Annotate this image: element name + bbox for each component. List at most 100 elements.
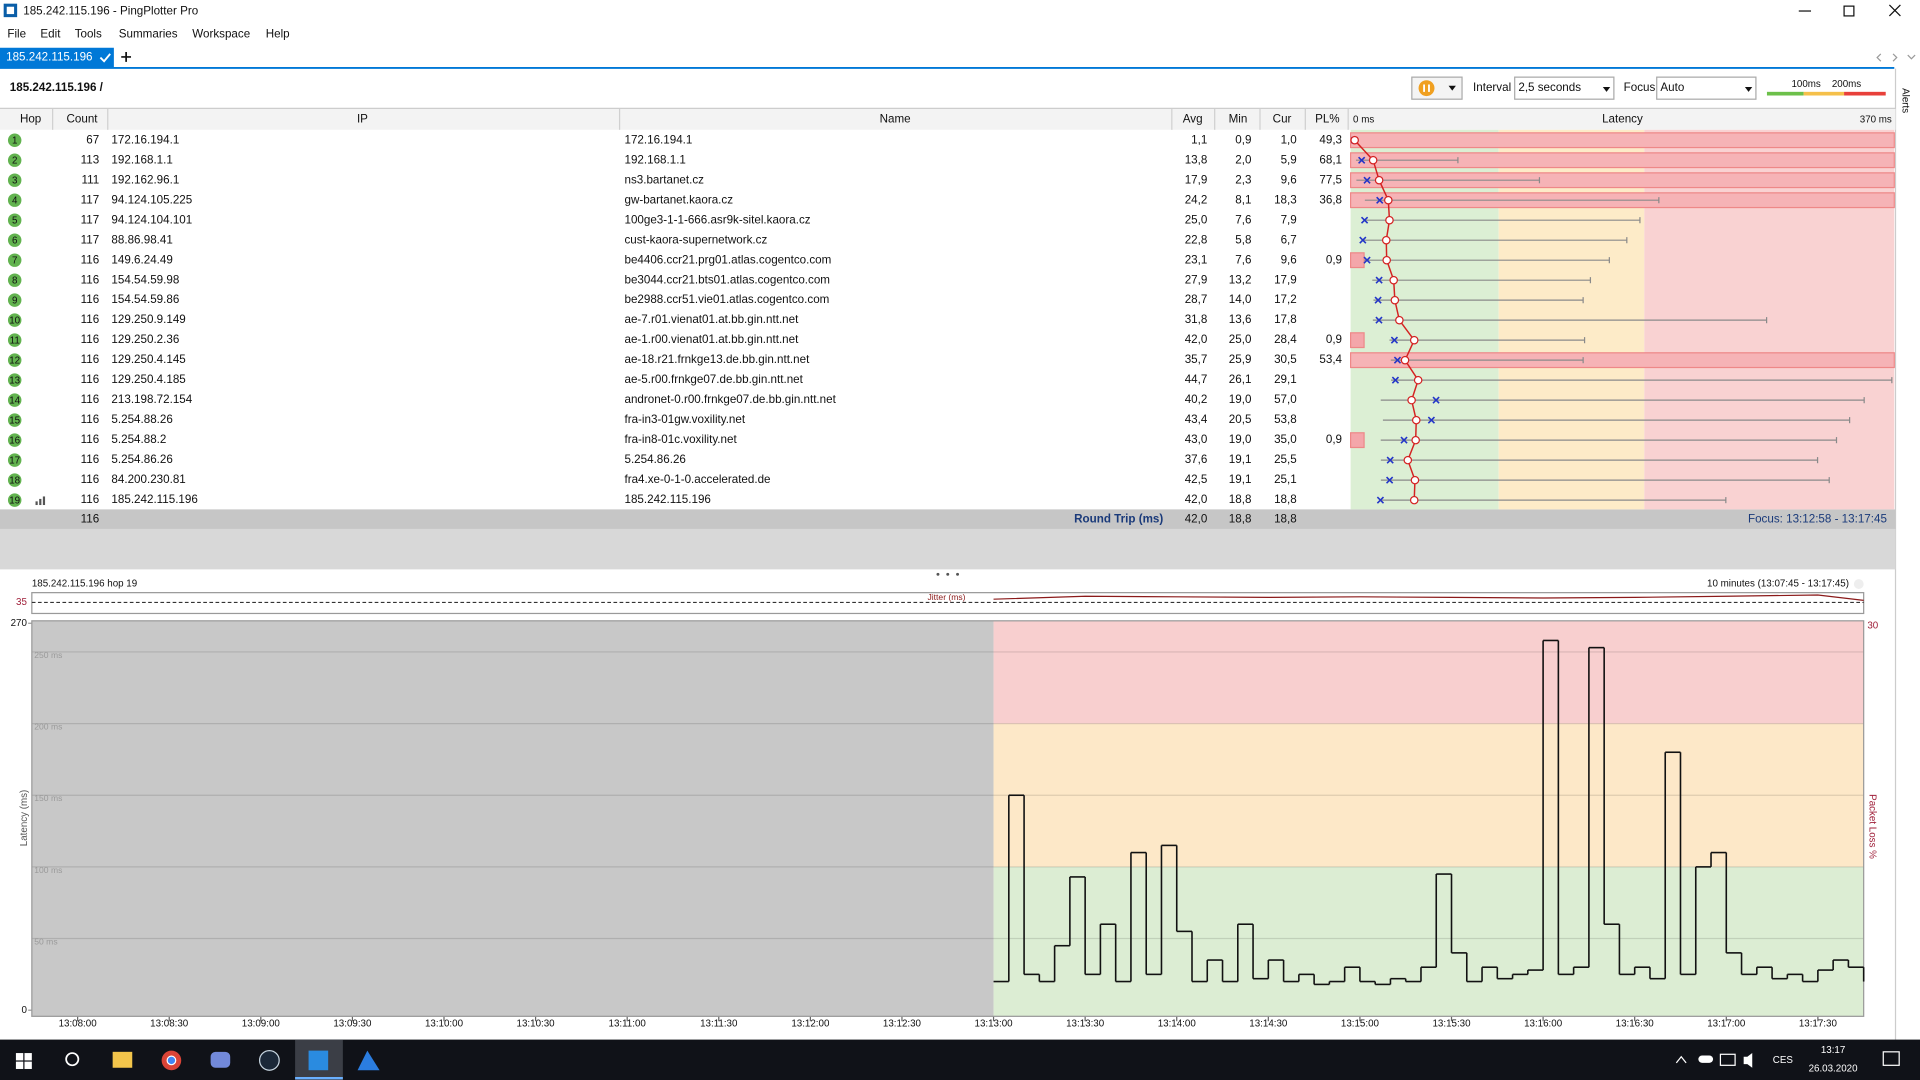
focus-value[interactable]: Auto <box>1660 81 1684 94</box>
cur: 53,8 <box>1274 413 1297 426</box>
explorer-icon[interactable] <box>112 1051 133 1068</box>
hop-status <box>7 133 22 147</box>
focus-select[interactable] <box>1656 76 1757 100</box>
x-tick-label: 13:14:30 <box>1249 1018 1288 1029</box>
column-header[interactable]: Count <box>67 112 99 125</box>
avg: 44,7 <box>1185 373 1208 386</box>
search-button[interactable] <box>65 1052 80 1067</box>
column-header[interactable]: Cur <box>1273 112 1292 125</box>
tab-nav[interactable] <box>1876 53 1916 62</box>
x-tick-label: 13:09:00 <box>242 1018 281 1029</box>
interval-select[interactable] <box>1514 76 1615 100</box>
column-header[interactable]: PL% <box>1315 112 1340 125</box>
packet-loss-bar <box>1350 432 1365 449</box>
count: 117 <box>81 233 100 246</box>
hop-number: 4 <box>12 195 18 206</box>
hop-number: 12 <box>9 355 20 366</box>
y2-tick-label: 30 <box>1867 620 1878 631</box>
hostname: 192.168.1.1 <box>624 153 685 166</box>
network-icon[interactable] <box>1719 1053 1736 1066</box>
hostname: cust-kaora-supernetwork.cz <box>624 233 767 246</box>
hop-number: 17 <box>9 455 20 466</box>
tab-label[interactable]: 185.242.115.196 <box>6 51 92 64</box>
packet-loss: 53,4 <box>1319 353 1342 366</box>
menu-item[interactable]: Tools <box>75 27 102 40</box>
splitter-dot[interactable] <box>956 572 960 576</box>
cur: 28,4 <box>1274 333 1297 346</box>
current-marker <box>1385 476 1394 484</box>
count: 116 <box>81 393 100 406</box>
column-header[interactable]: Name <box>880 112 911 125</box>
ip: 94.124.104.101 <box>111 213 192 226</box>
discord-icon[interactable] <box>210 1051 231 1068</box>
hop-number: 6 <box>12 235 18 246</box>
language[interactable]: CES <box>1773 1055 1794 1066</box>
x-tick-label: 13:14:00 <box>1158 1018 1197 1029</box>
packet-loss: 0,9 <box>1326 253 1342 266</box>
start-button[interactable] <box>15 1053 32 1069</box>
tab[interactable] <box>0 47 114 68</box>
y-tick-label: 270 <box>11 618 28 629</box>
hostname: fra-in3-01gw.voxility.net <box>624 413 745 426</box>
avg-marker <box>1382 255 1391 265</box>
menu-item[interactable]: Help <box>266 27 290 40</box>
hop-number: 9 <box>12 295 17 306</box>
menu-item[interactable]: Summaries <box>119 27 178 40</box>
pause-icon[interactable] <box>1418 80 1435 97</box>
y-tick-label: 100 ms <box>34 865 62 875</box>
min: 25,0 <box>1229 333 1252 346</box>
close-button[interactable] <box>1888 4 1901 17</box>
clock-date[interactable]: 26.03.2020 <box>1809 1064 1859 1075</box>
avg: 43,0 <box>1185 433 1208 446</box>
range-dropdown[interactable] <box>1853 579 1864 589</box>
interval-value[interactable]: 2,5 seconds <box>1518 81 1581 94</box>
clock-time[interactable]: 13:17 <box>1821 1045 1845 1056</box>
menu-item[interactable]: Workspace <box>192 27 250 40</box>
packet-loss: 49,3 <box>1319 133 1342 146</box>
steam-icon[interactable] <box>258 1050 280 1071</box>
new-tab-button[interactable] <box>121 52 132 62</box>
column-header[interactable]: Min <box>1229 112 1248 125</box>
dropdown-arrow <box>1602 86 1611 92</box>
count: 116 <box>81 433 100 446</box>
cur: 1,0 <box>1281 133 1298 146</box>
column-header[interactable]: Avg <box>1183 112 1203 125</box>
avg: 42,0 <box>1185 493 1208 506</box>
hostname: be3044.ccr21.bts01.atlas.cogentco.com <box>624 273 830 286</box>
column-header[interactable]: Latency <box>1602 112 1643 125</box>
x-tick-label: 13:13:00 <box>975 1018 1014 1029</box>
current-marker <box>1376 496 1385 504</box>
ip: 88.86.98.41 <box>111 233 172 246</box>
tray-expand[interactable] <box>1675 1055 1687 1064</box>
splitter-dot[interactable] <box>936 572 940 576</box>
hop-number: 10 <box>9 315 20 326</box>
ip: 172.16.194.1 <box>111 133 179 146</box>
x-tick-label: 13:09:30 <box>333 1018 372 1029</box>
notification-icon[interactable] <box>1882 1051 1900 1066</box>
alerts-tab[interactable]: Alerts <box>1900 88 1911 113</box>
pause-dropdown[interactable] <box>1448 85 1456 91</box>
restore-button[interactable] <box>1843 5 1855 17</box>
graph-range[interactable]: 10 minutes (13:07:45 - 13:17:45) <box>1707 579 1849 590</box>
cur: 30,5 <box>1274 353 1297 366</box>
menu-item[interactable]: File <box>7 27 26 40</box>
scale-red <box>1844 91 1886 96</box>
avg-marker <box>1374 175 1384 185</box>
app-icon-wing[interactable] <box>357 1050 380 1071</box>
packet-loss: 68,1 <box>1319 153 1342 166</box>
onedrive-icon[interactable] <box>1698 1055 1714 1063</box>
x-tick-label: 13:10:30 <box>517 1018 556 1029</box>
tab-check <box>99 53 111 63</box>
menu-item[interactable]: Edit <box>40 27 61 40</box>
volume-icon[interactable] <box>1743 1053 1753 1068</box>
splitter-dot[interactable] <box>946 572 950 576</box>
hop-status <box>7 453 22 467</box>
avg: 1,1 <box>1191 133 1207 146</box>
hop-status <box>7 413 22 427</box>
packet-loss-bar <box>1350 132 1895 149</box>
min: 25,9 <box>1229 353 1252 366</box>
column-header[interactable]: IP <box>357 112 368 125</box>
avg-marker <box>1413 375 1423 385</box>
column-header[interactable]: Hop <box>20 112 41 125</box>
hostname: 100ge3-1-1-666.asr9k-sitel.kaora.cz <box>624 213 810 226</box>
